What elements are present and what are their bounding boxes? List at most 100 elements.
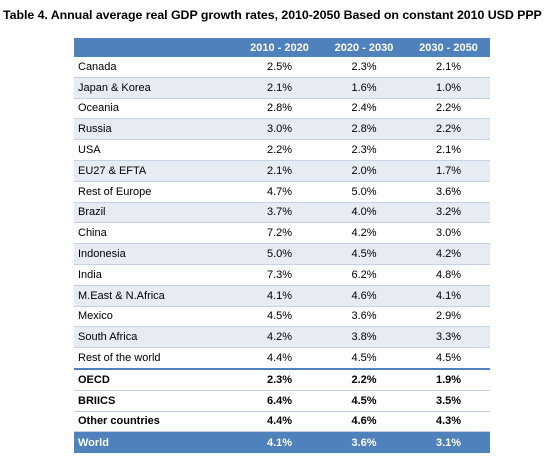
growth-value: 2.8% — [321, 118, 407, 141]
growth-value: 3.2% — [407, 202, 490, 224]
growth-value: 3.6% — [407, 181, 490, 203]
growth-value: 4.5% — [321, 390, 407, 412]
row-label: OECD — [74, 367, 238, 391]
header-2010-2020: 2010 - 2020 — [238, 38, 321, 57]
table-header-row: 2010 - 2020 2020 - 2030 2030 - 2050 — [74, 38, 490, 57]
growth-value: 4.3% — [407, 411, 490, 433]
growth-value: 1.6% — [321, 77, 407, 99]
row-label: South Africa — [74, 326, 238, 349]
growth-value: 4.0% — [321, 202, 407, 224]
growth-value: 3.6% — [321, 431, 407, 454]
row-label: M.East & N.Africa — [74, 285, 238, 307]
row-label: Mexico — [74, 306, 238, 328]
growth-value: 4.4% — [238, 411, 321, 433]
row-label: Brazil — [74, 202, 238, 224]
growth-value: 2.3% — [321, 139, 407, 161]
row-label: Rest of Europe — [74, 181, 238, 203]
growth-value: 1.7% — [407, 160, 490, 182]
header-2030-2050: 2030 - 2050 — [407, 38, 490, 57]
growth-value: 3.1% — [407, 431, 490, 454]
summary-row: BRIICS 6.4% 4.5% 3.5% — [74, 390, 490, 412]
row-label: Japan & Korea — [74, 77, 238, 99]
growth-value: 2.5% — [238, 57, 321, 78]
growth-value: 2.2% — [407, 98, 490, 120]
row-label: Oceania — [74, 98, 238, 120]
growth-value: 2.1% — [407, 139, 490, 161]
table-row: South Africa 4.2% 3.8% 3.3% — [74, 326, 490, 349]
growth-value: 2.3% — [321, 57, 407, 78]
table-row: Canada 2.5% 2.3% 2.1% — [74, 57, 490, 78]
row-label: World — [74, 431, 238, 454]
growth-value: 4.5% — [321, 243, 407, 265]
world-row: World 4.1% 3.6% 3.1% — [74, 431, 490, 454]
growth-value: 4.4% — [238, 347, 321, 370]
table-row: Russia 3.0% 2.8% 2.2% — [74, 118, 490, 141]
growth-value: 2.2% — [407, 118, 490, 141]
growth-value: 4.1% — [238, 431, 321, 454]
growth-value: 4.1% — [238, 285, 321, 307]
summary-row: OECD 2.3% 2.2% 1.9% — [74, 367, 490, 391]
growth-value: 2.1% — [238, 160, 321, 182]
growth-value: 3.0% — [407, 222, 490, 245]
growth-value: 2.9% — [407, 306, 490, 328]
growth-value: 5.0% — [238, 243, 321, 265]
growth-value: 1.0% — [407, 77, 490, 99]
row-label: China — [74, 222, 238, 245]
table-row: Rest of Europe 4.7% 5.0% 3.6% — [74, 181, 490, 203]
growth-value: 2.8% — [238, 98, 321, 120]
growth-value: 3.5% — [407, 390, 490, 412]
growth-value: 4.5% — [407, 347, 490, 370]
growth-value: 3.3% — [407, 326, 490, 349]
table-row: Japan & Korea 2.1% 1.6% 1.0% — [74, 77, 490, 99]
row-label: USA — [74, 139, 238, 161]
growth-value: 6.2% — [321, 264, 407, 286]
table-row: Oceania 2.8% 2.4% 2.2% — [74, 98, 490, 120]
table-row: China 7.2% 4.2% 3.0% — [74, 222, 490, 245]
header-region — [74, 38, 238, 57]
growth-value: 3.8% — [321, 326, 407, 349]
growth-value: 4.1% — [407, 285, 490, 307]
table-row: India 7.3% 6.2% 4.8% — [74, 264, 490, 286]
growth-value: 3.0% — [238, 118, 321, 141]
growth-value: 4.2% — [321, 222, 407, 245]
growth-value: 2.3% — [238, 367, 321, 391]
growth-value: 7.3% — [238, 264, 321, 286]
growth-value: 4.8% — [407, 264, 490, 286]
growth-value: 4.5% — [321, 347, 407, 370]
table-row: M.East & N.Africa 4.1% 4.6% 4.1% — [74, 285, 490, 307]
growth-value: 3.7% — [238, 202, 321, 224]
table-row: EU27 & EFTA 2.1% 2.0% 1.7% — [74, 160, 490, 182]
growth-value: 2.2% — [238, 139, 321, 161]
growth-value: 4.2% — [407, 243, 490, 265]
row-label: Other countries — [74, 411, 238, 433]
row-label: Rest of the world — [74, 347, 238, 370]
table-row: Indonesia 5.0% 4.5% 4.2% — [74, 243, 490, 265]
growth-value: 6.4% — [238, 390, 321, 412]
growth-value: 5.0% — [321, 181, 407, 203]
row-label: Indonesia — [74, 243, 238, 265]
row-label: Canada — [74, 57, 238, 78]
growth-value: 2.1% — [407, 57, 490, 78]
growth-value: 2.1% — [238, 77, 321, 99]
table-row: USA 2.2% 2.3% 2.1% — [74, 139, 490, 161]
header-2020-2030: 2020 - 2030 — [321, 38, 407, 57]
growth-value: 4.7% — [238, 181, 321, 203]
table-row: Mexico 4.5% 3.6% 2.9% — [74, 306, 490, 328]
table-row: Brazil 3.7% 4.0% 3.2% — [74, 202, 490, 224]
growth-value: 1.9% — [407, 367, 490, 391]
row-label: BRIICS — [74, 390, 238, 412]
growth-value: 2.2% — [321, 367, 407, 391]
table-title: Table 4. Annual average real GDP growth … — [3, 8, 542, 22]
growth-value: 7.2% — [238, 222, 321, 245]
row-label: EU27 & EFTA — [74, 160, 238, 182]
row-label: Russia — [74, 118, 238, 141]
growth-value: 4.6% — [321, 411, 407, 433]
growth-value: 4.5% — [238, 306, 321, 328]
growth-value: 2.4% — [321, 98, 407, 120]
row-label: India — [74, 264, 238, 286]
growth-value: 4.2% — [238, 326, 321, 349]
growth-value: 3.6% — [321, 306, 407, 328]
growth-value: 2.0% — [321, 160, 407, 182]
summary-row: Other countries 4.4% 4.6% 4.3% — [74, 411, 490, 433]
gdp-growth-table: 2010 - 2020 2020 - 2030 2030 - 2050 Cana… — [74, 38, 490, 454]
